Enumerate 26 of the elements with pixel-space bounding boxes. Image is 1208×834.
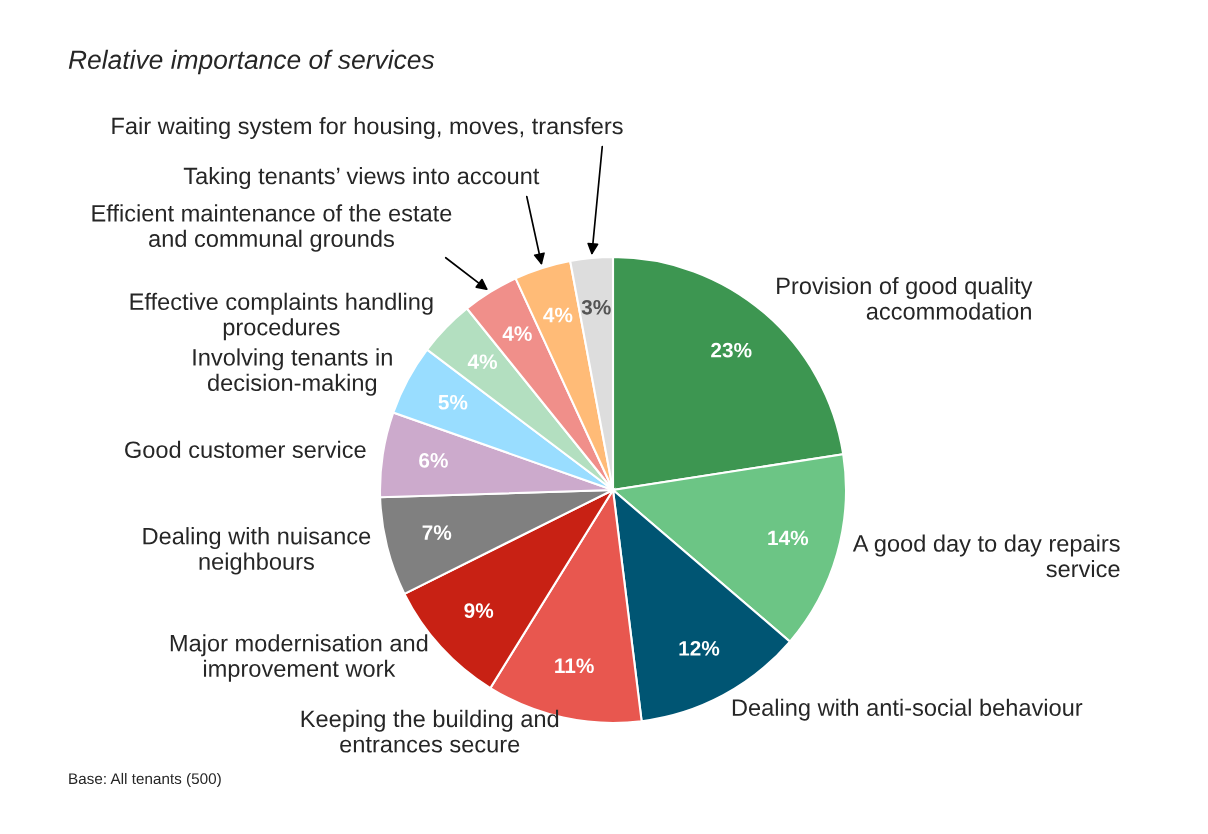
slice-label: Efficient maintenance of the estate and communal grounds	[92, 204, 452, 252]
slice-label: Dealing with nuisance neighbours	[143, 527, 371, 575]
data-label: 14%	[768, 530, 809, 546]
slice-label: Fair waiting system for housing, moves, transfers	[112, 117, 623, 140]
data-label: 3%	[581, 299, 611, 315]
data-label: 6%	[419, 452, 448, 468]
slice-label: Involving tenants in decision-making	[193, 348, 392, 396]
data-label: 9%	[464, 603, 494, 619]
data-label: 5%	[438, 394, 468, 410]
data-label: 23%	[711, 342, 752, 358]
slice-label: Dealing with anti-social behaviour	[732, 698, 1083, 721]
slice-label: Effective complaints handling procedures	[130, 292, 433, 341]
data-label: 4%	[543, 307, 573, 323]
data-label: 11%	[555, 658, 594, 674]
data-label: 12%	[679, 640, 720, 656]
data-label: 4%	[502, 326, 532, 342]
data-label: 4%	[467, 354, 498, 370]
data-label: 7%	[422, 525, 452, 540]
slice-label: Major modernisation and improvement work	[170, 634, 428, 682]
slice-label: Taking tenants’ views into account	[183, 167, 540, 190]
slice-label: Good customer service	[125, 440, 366, 459]
text: Base: All tenants (500)	[69, 772, 221, 788]
slice-label: Provision of good quality accommodation	[777, 276, 1033, 320]
chart-subtitle: Relative importance of services	[68, 49, 435, 75]
slice-label: Keeping the building and entrances secure	[301, 709, 559, 753]
slice-label: A good day to day repairs service	[852, 534, 1120, 578]
